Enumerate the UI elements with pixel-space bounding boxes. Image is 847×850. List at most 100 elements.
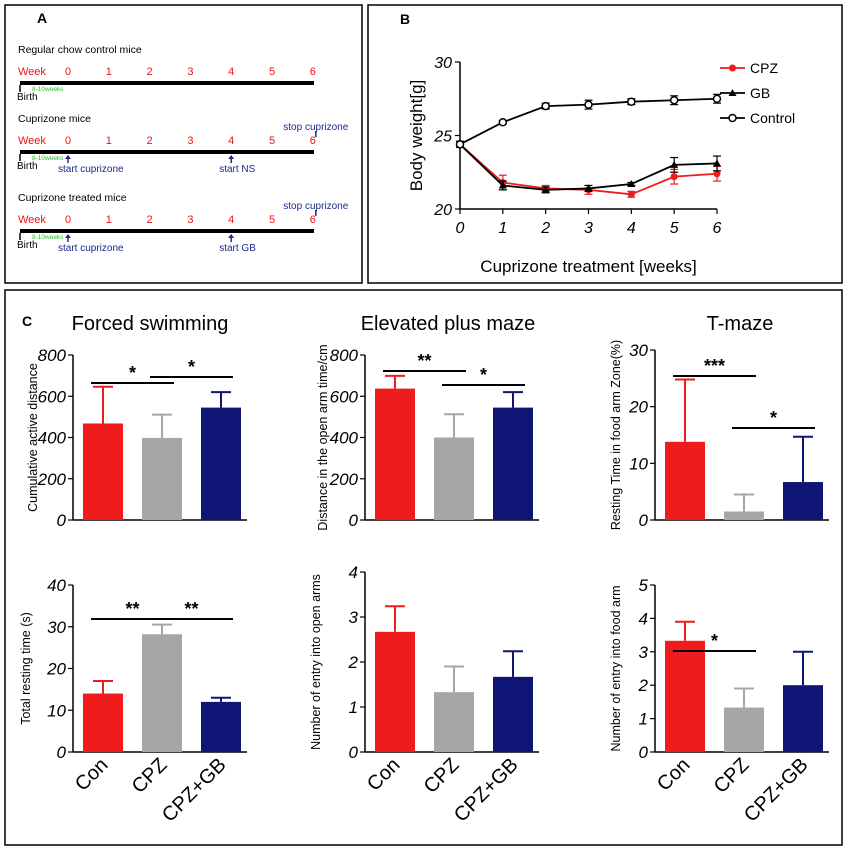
birth-label: Birth bbox=[17, 240, 38, 251]
y-tick-label: 20 bbox=[433, 202, 452, 219]
column-title: Forced swimming bbox=[72, 313, 229, 335]
week-number: 3 bbox=[187, 66, 193, 78]
data-point bbox=[627, 190, 635, 198]
x-category-label: Con bbox=[653, 754, 695, 796]
data-point bbox=[713, 159, 721, 167]
data-point bbox=[627, 180, 636, 188]
y-tick-label: 40 bbox=[47, 576, 66, 595]
y-axis-label: Cumulative active distance bbox=[26, 363, 40, 512]
week-label: Week bbox=[18, 214, 46, 226]
y-tick-label: 30 bbox=[629, 341, 648, 360]
series-line-gb bbox=[459, 143, 718, 191]
x-category-label: Con bbox=[71, 754, 113, 796]
y-tick-label: 600 bbox=[38, 387, 67, 406]
significance-label: *** bbox=[704, 356, 725, 376]
event-label: stop cuprizone bbox=[283, 122, 348, 133]
week-number: 5 bbox=[269, 66, 275, 78]
y-tick-label: 4 bbox=[639, 609, 648, 628]
significance-label: * bbox=[480, 365, 487, 385]
significance-label: * bbox=[711, 631, 718, 651]
x-tick-label: 2 bbox=[540, 220, 550, 237]
legend-marker bbox=[728, 113, 737, 123]
data-point bbox=[670, 173, 678, 181]
bar-chart-epm_entries: 0 1 2 3 4 Number of entry into open arms Con CP… bbox=[309, 563, 539, 827]
bar-cpz bbox=[724, 511, 764, 520]
bar-con bbox=[665, 441, 705, 520]
y-tick-label: 800 bbox=[38, 346, 67, 365]
x-category-label: CPZ+GB bbox=[158, 754, 231, 827]
significance-label: * bbox=[129, 363, 136, 383]
panel-c: C Forced swimming Elevated plus maze T-maz… bbox=[19, 313, 829, 827]
event-arrow-head bbox=[228, 155, 235, 159]
y-tick-label: 200 bbox=[37, 470, 67, 489]
bar-cpz bbox=[434, 692, 474, 752]
column-title: T-maze bbox=[707, 313, 774, 335]
bar-chart-tm_resting: 0 10 20 30 Resting Time in food arm Zone(%) *… bbox=[609, 340, 829, 530]
data-point bbox=[455, 140, 465, 149]
y-tick-label: 1 bbox=[349, 698, 358, 717]
event-arrow-head bbox=[65, 234, 71, 238]
data-point bbox=[584, 100, 593, 109]
y-tick-label: 5 bbox=[639, 576, 649, 595]
significance-label: * bbox=[770, 408, 777, 428]
week-number: 0 bbox=[65, 135, 71, 147]
week-label: Week bbox=[18, 135, 46, 147]
event-label: stop cuprizone bbox=[283, 201, 348, 212]
bar-con bbox=[83, 693, 123, 752]
panel-b-frame bbox=[367, 4, 843, 284]
y-tick-label: 2 bbox=[638, 676, 649, 695]
week-number: 0 bbox=[65, 214, 71, 226]
week-number: 4 bbox=[228, 66, 234, 78]
legend-label: CPZ bbox=[750, 60, 778, 76]
y-axis-label: Distance in the open arm time/cm bbox=[316, 344, 330, 530]
legend-marker bbox=[729, 64, 736, 72]
y-tick-label: 0 bbox=[349, 743, 359, 762]
week-number: 1 bbox=[106, 66, 112, 78]
week-number: 1 bbox=[106, 214, 112, 226]
week-number: 4 bbox=[228, 214, 234, 226]
data-point bbox=[541, 185, 550, 193]
week-number: 2 bbox=[147, 135, 153, 147]
panel-a: A Regular chow control mice Week 0 1 2 3 4 5 6 8-… bbox=[17, 10, 349, 254]
week-number: 5 bbox=[269, 214, 275, 226]
y-tick-label: 4 bbox=[349, 563, 358, 582]
y-tick-label: 400 bbox=[38, 429, 67, 448]
event-arrow-head bbox=[65, 155, 71, 159]
data-point bbox=[713, 170, 721, 178]
x-tick-label: 4 bbox=[627, 220, 636, 237]
y-tick-label: 20 bbox=[628, 398, 648, 417]
week-number: 6 bbox=[310, 135, 316, 147]
week-number: 3 bbox=[187, 214, 193, 226]
legend-label: GB bbox=[750, 85, 770, 101]
y-tick-label: 0 bbox=[57, 743, 67, 762]
x-tick-label: 6 bbox=[713, 220, 722, 237]
birth-label: Birth bbox=[17, 161, 38, 172]
y-tick-label: 1 bbox=[639, 710, 648, 729]
week-number: 6 bbox=[310, 214, 316, 226]
bar-cpz-gb bbox=[493, 407, 533, 520]
bar-chart-tm_entries: 0 1 2 3 4 5 Number of entry into food arm * Con C… bbox=[609, 576, 829, 827]
age-label: 8-10weeks bbox=[32, 86, 64, 93]
y-tick-label: 10 bbox=[629, 454, 648, 473]
week-number: 2 bbox=[147, 214, 153, 226]
event-label: start cuprizone bbox=[58, 164, 124, 175]
y-axis-label: Resting Time in food arm Zone(%) bbox=[609, 340, 623, 530]
bar-cpz bbox=[724, 707, 764, 752]
significance-label: ** bbox=[417, 351, 431, 371]
y-tick-label: 800 bbox=[330, 346, 359, 365]
y-axis-label: Total resting time (s) bbox=[19, 612, 33, 725]
event-label: start cuprizone bbox=[58, 243, 124, 254]
week-number: 6 bbox=[310, 66, 316, 78]
legend-label: Control bbox=[750, 110, 795, 126]
data-point bbox=[584, 184, 593, 192]
y-axis-label: Body weight[g] bbox=[407, 80, 426, 192]
x-tick-label: 5 bbox=[670, 220, 679, 237]
significance-label: ** bbox=[184, 599, 198, 619]
timeline-title: Cuprizone mice bbox=[18, 113, 91, 125]
y-tick-label: 0 bbox=[639, 743, 649, 762]
age-label: 8-10weeks bbox=[32, 155, 64, 162]
y-tick-label: 20 bbox=[46, 660, 66, 679]
